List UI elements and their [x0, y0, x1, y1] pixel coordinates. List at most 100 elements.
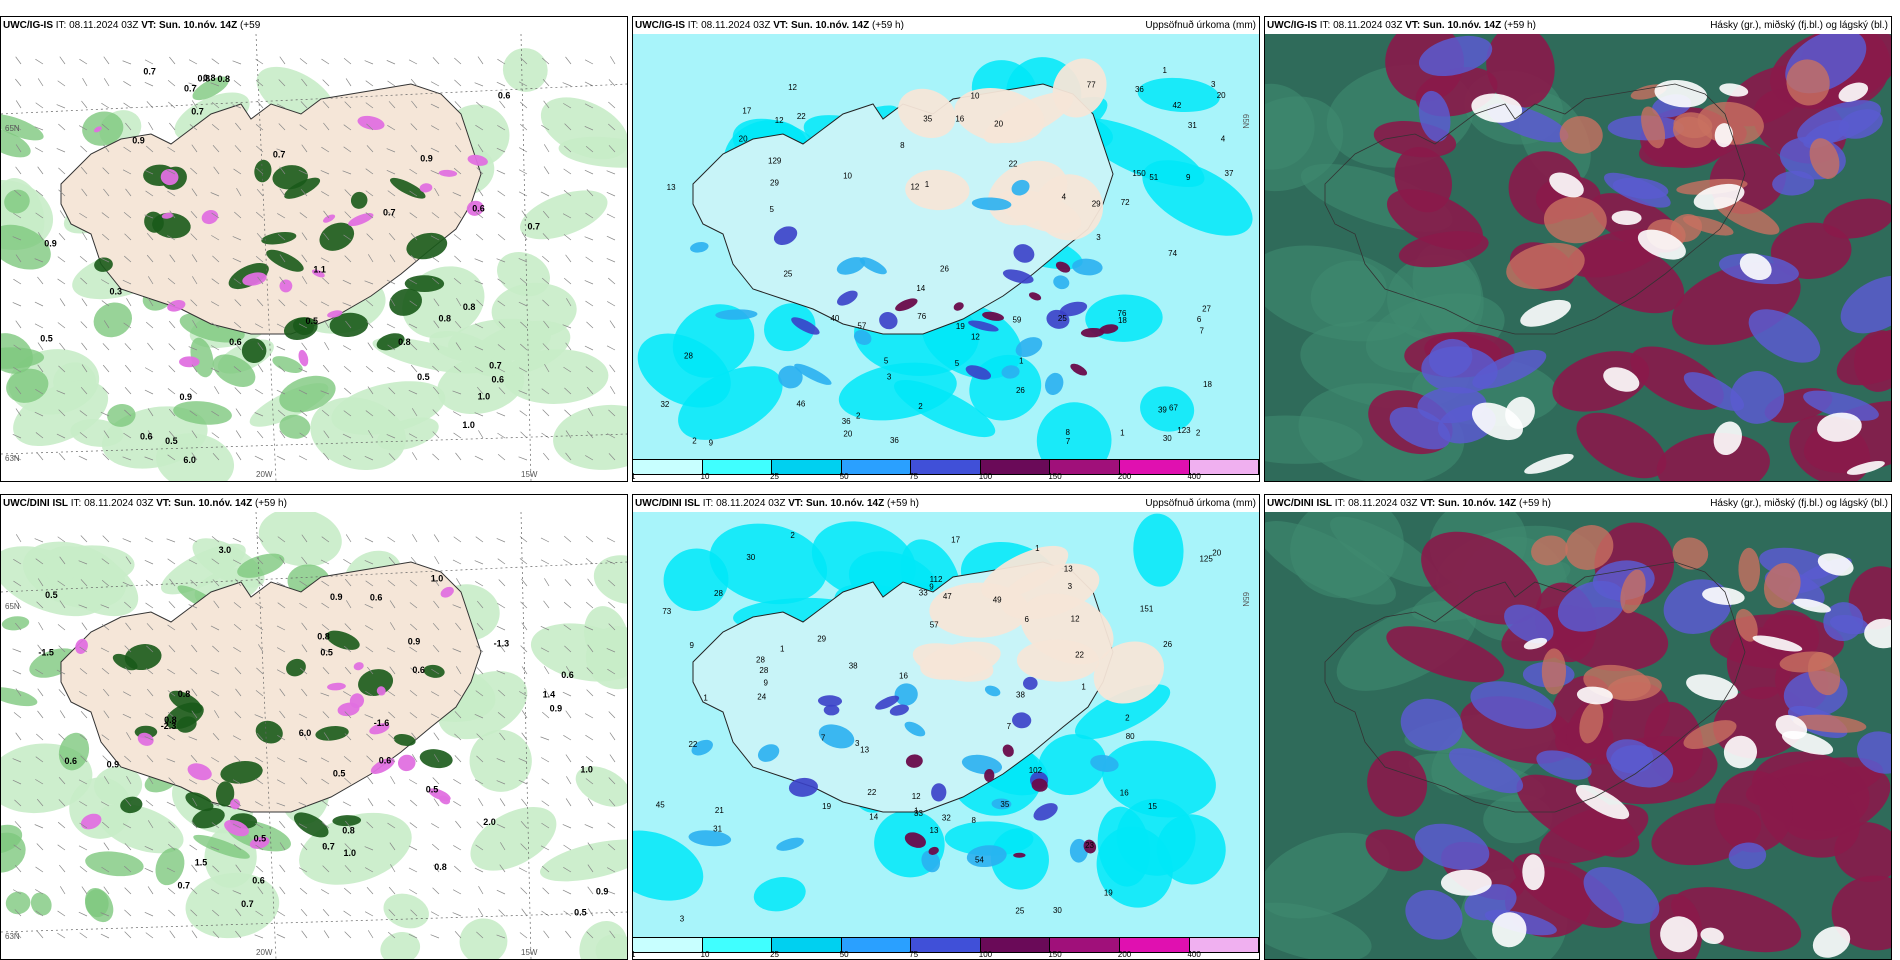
shade-blob — [1817, 412, 1862, 442]
shade-blob — [1440, 869, 1492, 896]
wind-barb — [100, 647, 110, 653]
wind-barb — [277, 735, 286, 741]
wind-barb — [35, 866, 44, 873]
wind-barb — [58, 365, 66, 373]
shade-blob — [1620, 569, 1646, 614]
wind-barb — [410, 799, 418, 807]
shade-blob — [1022, 676, 1038, 690]
wind-barb — [478, 798, 484, 807]
wind-barb — [122, 456, 132, 461]
wind-barb — [433, 732, 440, 741]
shade-blob — [1471, 93, 1523, 123]
shade-blob — [982, 311, 1005, 321]
wind-barb — [36, 601, 44, 609]
wind-barb — [496, 934, 506, 939]
wind-barb — [365, 190, 374, 197]
wind-barb — [587, 864, 594, 873]
value-label: 26 — [940, 264, 949, 273]
wind-barb — [521, 622, 528, 631]
wind-barb — [365, 299, 374, 307]
value-label: 4 — [1221, 134, 1226, 143]
shade-blob — [905, 169, 970, 211]
wind-barb — [255, 58, 264, 65]
wind-barb — [190, 233, 198, 241]
wind-barb — [433, 600, 440, 609]
value-label: 76 — [917, 312, 926, 321]
wind-barb — [276, 625, 286, 631]
shade-blob — [93, 126, 102, 133]
wind-barb — [563, 867, 572, 873]
shade-blob — [1793, 598, 1831, 613]
wind-barb — [364, 455, 374, 461]
wind-barb — [565, 254, 572, 263]
value-label: 25 — [783, 270, 792, 279]
wind-barb — [254, 455, 264, 461]
wind-barb — [476, 101, 484, 109]
wind-barb — [56, 669, 66, 675]
shade-blob — [1686, 674, 1738, 701]
wind-barb — [191, 452, 198, 461]
wind-barb — [409, 168, 418, 175]
wind-barb — [454, 57, 462, 65]
wind-barb — [166, 801, 176, 807]
wind-barb — [584, 280, 594, 285]
shade-blob — [1840, 275, 1891, 334]
wind-barb — [563, 535, 572, 543]
wind-barb — [234, 755, 242, 763]
shade-blob — [1864, 618, 1891, 649]
wind-barb — [565, 666, 572, 675]
shade-blob — [389, 288, 422, 316]
shade-blob — [920, 641, 1001, 680]
wind-barb — [366, 123, 374, 131]
wind-barb — [12, 236, 22, 241]
wind-barb — [520, 820, 528, 829]
wind-barb — [497, 712, 506, 719]
wind-barb — [432, 431, 440, 439]
wind-barb — [211, 690, 220, 697]
value-label: 12 — [912, 792, 921, 801]
wind-barb — [586, 321, 594, 329]
shade-blob — [160, 543, 246, 595]
wind-barb — [410, 364, 418, 373]
wind-barb — [233, 602, 242, 609]
value-label: 0.5 — [40, 334, 53, 344]
wind-barb — [299, 124, 308, 131]
wind-barb — [124, 233, 132, 241]
shade-blob — [1714, 770, 1793, 853]
shade-blob — [1011, 179, 1030, 196]
wind-barb — [13, 712, 22, 719]
wind-barb — [80, 321, 88, 329]
wind-barb — [210, 82, 220, 87]
wind-barb — [276, 933, 286, 939]
wind-barb — [57, 80, 66, 87]
wind-barb — [12, 889, 22, 895]
wind-barb — [59, 864, 66, 873]
wind-barb — [256, 188, 264, 197]
wind-barb — [169, 122, 176, 131]
shade-blob — [370, 758, 395, 774]
legend-tick: 10 — [700, 950, 710, 959]
wind-barb — [167, 300, 176, 307]
shade-blob — [944, 821, 1034, 856]
value-label: 29 — [817, 635, 826, 644]
wind-barb — [452, 648, 462, 653]
legend-tick: 150 — [1048, 950, 1062, 959]
value-label: 0.9 — [330, 592, 343, 602]
value-label: 39 — [1158, 406, 1167, 415]
wind-barb — [124, 364, 132, 373]
wind-barb — [235, 122, 242, 131]
wind-barb — [38, 622, 44, 631]
wind-barb — [188, 604, 198, 609]
wind-barb — [57, 580, 66, 587]
value-label: 4 — [1062, 193, 1067, 202]
shade-blob — [43, 546, 139, 617]
grid-label: 65N — [1241, 592, 1250, 607]
value-label: 30 — [746, 553, 755, 562]
value-label: 40 — [830, 314, 839, 323]
map-title: Hásky (gr.), miðský (fj.bl.) og lágský (… — [1710, 20, 1888, 31]
wind-barb — [122, 691, 132, 697]
wind-barb — [122, 538, 132, 543]
wind-barb — [188, 346, 198, 351]
shade-blob — [778, 365, 803, 389]
wind-barb — [345, 820, 352, 829]
